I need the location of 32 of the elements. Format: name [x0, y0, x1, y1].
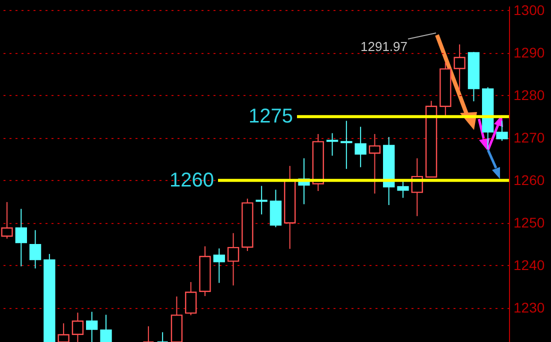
candlestick — [72, 312, 84, 342]
candlestick — [86, 311, 98, 342]
y-tick-label: 1300 — [514, 2, 545, 18]
candlestick — [185, 282, 197, 316]
ref-line-label: 1275 — [248, 106, 293, 128]
candlestick — [142, 326, 154, 342]
candlestick — [454, 44, 466, 90]
candlestick — [397, 180, 409, 198]
candlestick — [156, 332, 168, 342]
candlestick — [368, 134, 381, 194]
y-tick-label: 1230 — [514, 299, 545, 316]
annotation: 1291.97 — [360, 39, 408, 54]
y-tick-label: 1240 — [514, 256, 545, 273]
candlestick — [340, 120, 352, 170]
candlestick — [1, 202, 13, 240]
y-tick-label: 1290 — [514, 44, 545, 60]
y-tick-label: 1250 — [514, 214, 545, 230]
y-tick-label: 1280 — [514, 86, 545, 103]
candlestick — [227, 232, 240, 286]
candlestick — [100, 314, 112, 342]
candlestick — [354, 126, 366, 168]
candlestick — [256, 185, 268, 215]
ref-line-label: 1260 — [170, 169, 214, 192]
candlestick — [270, 189, 282, 228]
candlestick — [58, 322, 70, 342]
candlestick — [29, 230, 42, 269]
candlestick — [326, 132, 338, 156]
y-tick-label: 1260 — [514, 172, 545, 188]
y-tick-label: 1270 — [514, 129, 545, 146]
candlestick — [496, 120, 508, 142]
candlestick — [213, 248, 225, 284]
candlestick — [15, 208, 27, 267]
